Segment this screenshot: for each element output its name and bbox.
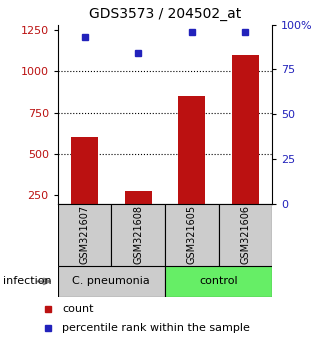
Bar: [58, 266, 165, 297]
Text: GSM321606: GSM321606: [241, 205, 250, 264]
Text: control: control: [199, 276, 238, 286]
Bar: [112, 204, 165, 266]
Bar: [71, 137, 98, 204]
Text: percentile rank within the sample: percentile rank within the sample: [62, 323, 250, 333]
Bar: [179, 96, 205, 204]
Text: C. pneumonia: C. pneumonia: [73, 276, 150, 286]
Text: GSM321608: GSM321608: [133, 205, 143, 264]
Title: GDS3573 / 204502_at: GDS3573 / 204502_at: [89, 7, 241, 21]
Bar: [125, 191, 151, 204]
Text: infection: infection: [3, 276, 52, 286]
Bar: [218, 204, 272, 266]
Text: GSM321605: GSM321605: [187, 205, 197, 264]
Bar: [165, 266, 272, 297]
Bar: [232, 55, 259, 204]
Text: GSM321607: GSM321607: [80, 205, 89, 264]
Bar: [165, 204, 218, 266]
Text: count: count: [62, 304, 93, 314]
Bar: [58, 204, 112, 266]
